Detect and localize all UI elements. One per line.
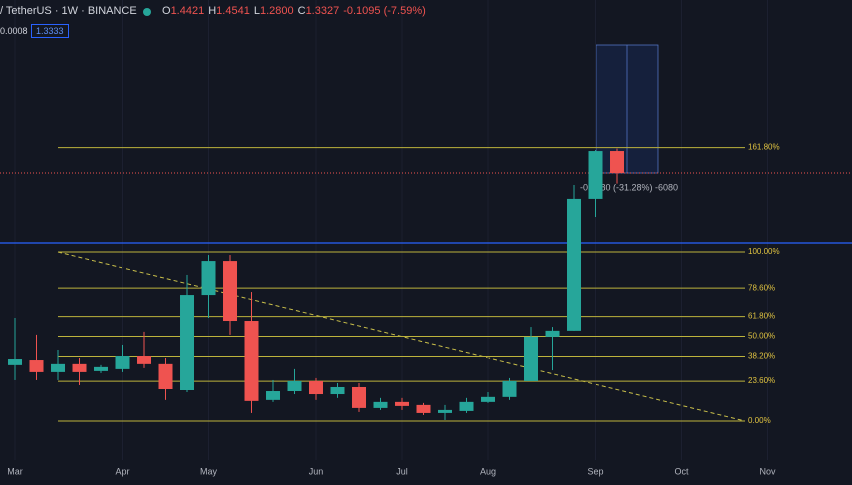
- candle-body: [373, 401, 388, 408]
- ohlc-value: 1.2800: [259, 5, 294, 17]
- candle-body: [416, 404, 431, 413]
- candle-body: [438, 409, 453, 413]
- x-tick-label: May: [200, 466, 218, 476]
- symbol: / TetherUS · 1W · BINANCE: [0, 5, 137, 17]
- candle-body: [201, 261, 216, 296]
- candle-body: [223, 261, 238, 322]
- candle-body: [180, 295, 195, 391]
- candle-body: [610, 151, 625, 174]
- fib-label: 38.20%: [748, 352, 775, 361]
- fib-label: 61.80%: [748, 312, 775, 321]
- fib-label: 78.60%: [748, 283, 775, 292]
- candle-body: [72, 363, 87, 372]
- x-tick-label: Aug: [480, 466, 496, 476]
- ohlc: O1.4421 H1.4541 L1.2800 C1.3327 -0.1095 (-7.…: [162, 5, 426, 17]
- candle-body: [395, 401, 410, 406]
- ohlc-value: 1.3327: [305, 5, 340, 17]
- candle-body: [545, 330, 560, 337]
- candle-body: [567, 198, 582, 331]
- x-tick-label: Jul: [396, 466, 408, 476]
- x-tick-label: Nov: [759, 466, 776, 476]
- candle-body: [524, 336, 539, 381]
- row2-box: 1.3333: [31, 24, 69, 38]
- candle-body: [352, 386, 367, 408]
- candle-body: [309, 380, 324, 395]
- ohlc-key: H: [208, 5, 217, 17]
- fib-label: 100.00%: [748, 247, 780, 256]
- candle-body: [459, 401, 474, 411]
- fib-label: 23.60%: [748, 376, 775, 385]
- x-tick-label: Oct: [674, 466, 689, 476]
- candle-body: [8, 359, 23, 365]
- x-tick-label: Sep: [587, 466, 603, 476]
- candle-body: [266, 391, 281, 400]
- row2-left: 0.0008: [0, 26, 28, 36]
- x-tick-label: Jun: [309, 466, 324, 476]
- ohlc-key: O: [162, 5, 171, 17]
- fib-label: 161.80%: [748, 143, 780, 152]
- ohlc-key: C: [297, 5, 306, 17]
- fib-label: 50.00%: [748, 332, 775, 341]
- candle-body: [481, 396, 496, 402]
- ohlc-value: 1.4421: [170, 5, 205, 17]
- candle-body: [115, 356, 130, 369]
- x-tick-label: Apr: [115, 466, 129, 476]
- candle-body: [158, 363, 173, 389]
- candle-body: [29, 360, 44, 372]
- candle-body: [137, 356, 152, 364]
- candle-body: [287, 380, 302, 392]
- candle-body: [244, 321, 259, 401]
- candle-body: [588, 151, 603, 199]
- candle-body: [94, 366, 109, 371]
- candle-body: [502, 380, 517, 397]
- ohlc-value: 1.4541: [216, 5, 250, 17]
- ohlc-key: L: [253, 5, 260, 17]
- x-tick-label: Mar: [7, 466, 23, 476]
- candle-body: [330, 386, 345, 395]
- candle-body: [51, 363, 66, 372]
- measure-label: -0.4180 (-31.28%) -6080: [580, 182, 678, 192]
- change: -0.1095 (-7.59%): [343, 5, 426, 17]
- fib-label: 0.00%: [748, 416, 771, 425]
